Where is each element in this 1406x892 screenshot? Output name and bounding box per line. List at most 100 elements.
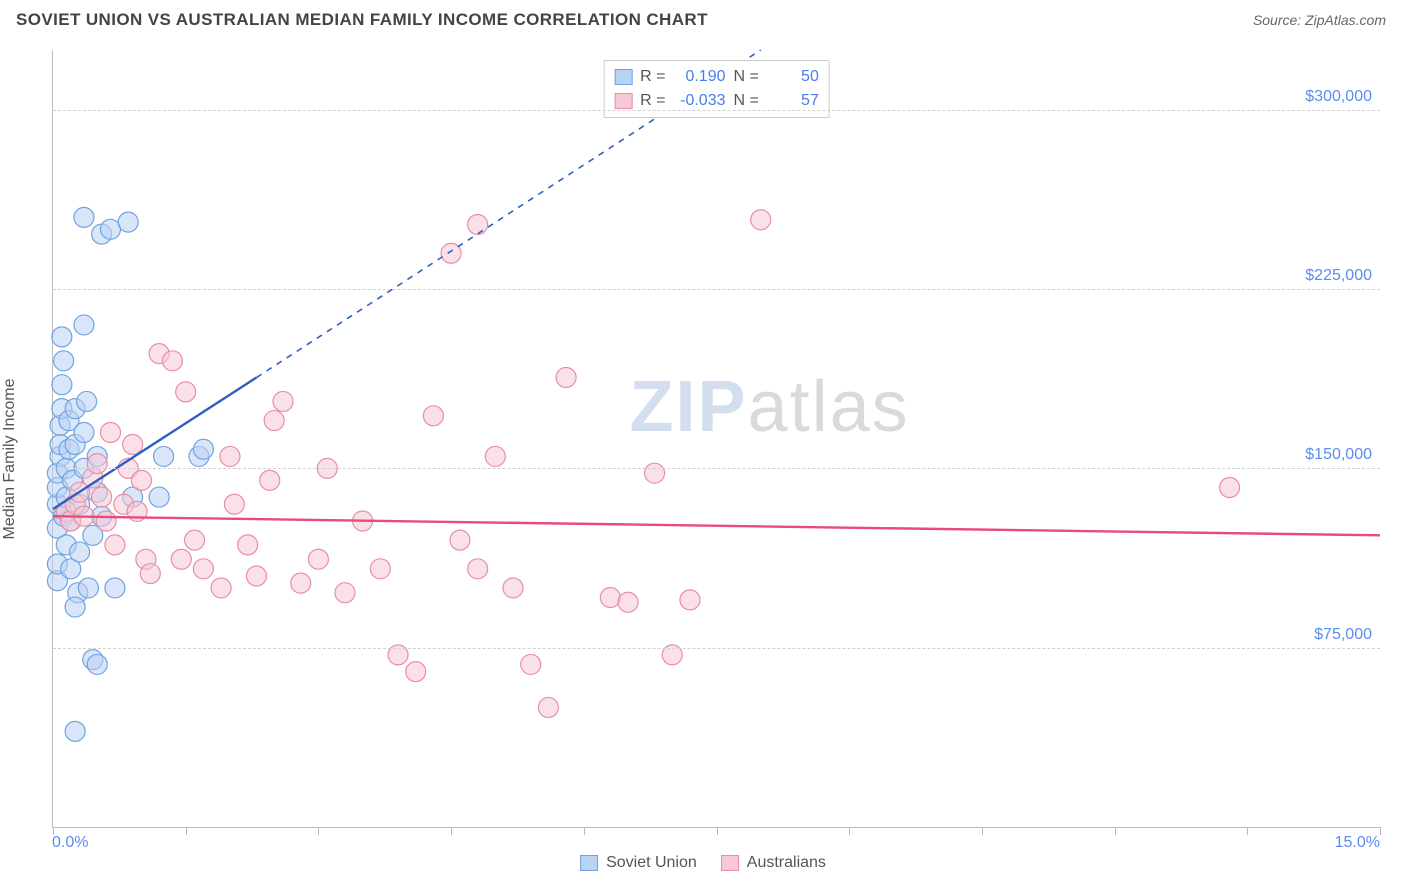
data-point bbox=[118, 212, 138, 232]
data-point bbox=[140, 564, 160, 584]
y-tick-label: $75,000 bbox=[1314, 626, 1372, 644]
stats-swatch-0 bbox=[614, 69, 632, 85]
legend-swatch-0 bbox=[580, 855, 598, 871]
y-tick-label: $225,000 bbox=[1305, 267, 1372, 285]
gridline-h bbox=[53, 289, 1380, 290]
data-point bbox=[171, 549, 191, 569]
data-point bbox=[52, 375, 72, 395]
data-point bbox=[224, 494, 244, 514]
data-point bbox=[176, 382, 196, 402]
data-point bbox=[751, 210, 771, 230]
data-point bbox=[468, 559, 488, 579]
gridline-h bbox=[53, 110, 1380, 111]
x-tick bbox=[1115, 827, 1116, 835]
data-point bbox=[618, 592, 638, 612]
stats-swatch-1 bbox=[614, 93, 632, 109]
data-point bbox=[65, 597, 85, 617]
chart-container: Median Family Income ZIPatlas R = 0.190 … bbox=[16, 42, 1390, 876]
stats-n-value-0: 50 bbox=[765, 65, 819, 89]
data-point bbox=[556, 368, 576, 388]
data-point bbox=[154, 446, 174, 466]
data-point bbox=[74, 315, 94, 335]
data-point bbox=[450, 530, 470, 550]
data-point bbox=[193, 439, 213, 459]
stats-r-value-0: 0.190 bbox=[672, 65, 726, 89]
stats-r-label-0: R = bbox=[640, 65, 665, 89]
data-point bbox=[92, 487, 112, 507]
data-point bbox=[87, 654, 107, 674]
data-point bbox=[96, 511, 116, 531]
data-point bbox=[74, 423, 94, 443]
data-point bbox=[246, 566, 266, 586]
data-point bbox=[335, 583, 355, 603]
scatter-svg bbox=[53, 50, 1380, 827]
chart-header: SOVIET UNION VS AUSTRALIAN MEDIAN FAMILY… bbox=[0, 0, 1406, 36]
data-point bbox=[273, 391, 293, 411]
data-point bbox=[78, 578, 98, 598]
data-point bbox=[264, 411, 284, 431]
data-point bbox=[370, 559, 390, 579]
x-tick bbox=[186, 827, 187, 835]
data-point bbox=[87, 454, 107, 474]
x-tick bbox=[1247, 827, 1248, 835]
data-point bbox=[52, 327, 72, 347]
x-axis-min-label: 0.0% bbox=[52, 834, 88, 852]
data-point bbox=[77, 391, 97, 411]
data-point bbox=[521, 654, 541, 674]
data-point bbox=[680, 590, 700, 610]
stats-n-label-0: N = bbox=[734, 65, 759, 89]
data-point bbox=[101, 219, 121, 239]
data-point bbox=[220, 446, 240, 466]
trend-line bbox=[53, 516, 1380, 535]
data-point bbox=[406, 662, 426, 682]
data-point bbox=[131, 470, 151, 490]
x-tick bbox=[849, 827, 850, 835]
data-point bbox=[105, 535, 125, 555]
data-point bbox=[423, 406, 443, 426]
x-tick bbox=[451, 827, 452, 835]
data-point bbox=[538, 697, 558, 717]
legend-item-0: Soviet Union bbox=[580, 854, 697, 872]
data-point bbox=[149, 487, 169, 507]
x-tick bbox=[318, 827, 319, 835]
data-point bbox=[211, 578, 231, 598]
x-tick bbox=[982, 827, 983, 835]
stats-row-series-0: R = 0.190 N = 50 bbox=[614, 65, 819, 89]
legend-label-0: Soviet Union bbox=[606, 854, 697, 872]
x-axis-max-label: 15.0% bbox=[1335, 834, 1380, 852]
legend-swatch-1 bbox=[721, 855, 739, 871]
data-point bbox=[260, 470, 280, 490]
gridline-h bbox=[53, 468, 1380, 469]
data-point bbox=[503, 578, 523, 598]
legend-label-1: Australians bbox=[747, 854, 826, 872]
data-point bbox=[193, 559, 213, 579]
data-point bbox=[238, 535, 258, 555]
chart-source: Source: ZipAtlas.com bbox=[1253, 12, 1386, 28]
data-point bbox=[162, 351, 182, 371]
y-tick-label: $300,000 bbox=[1305, 88, 1372, 106]
data-point bbox=[54, 351, 74, 371]
data-point bbox=[101, 423, 121, 443]
x-tick bbox=[717, 827, 718, 835]
legend-item-1: Australians bbox=[721, 854, 826, 872]
data-point bbox=[468, 215, 488, 235]
x-tick bbox=[1380, 827, 1381, 835]
legend: Soviet Union Australians bbox=[580, 854, 826, 872]
data-point bbox=[308, 549, 328, 569]
data-point bbox=[485, 446, 505, 466]
chart-title: SOVIET UNION VS AUSTRALIAN MEDIAN FAMILY… bbox=[16, 10, 708, 30]
y-tick-label: $150,000 bbox=[1305, 446, 1372, 464]
data-point bbox=[123, 434, 143, 454]
data-point bbox=[645, 463, 665, 483]
data-point bbox=[1220, 478, 1240, 498]
data-point bbox=[291, 573, 311, 593]
data-point bbox=[185, 530, 205, 550]
y-axis-label: Median Family Income bbox=[1, 379, 19, 540]
data-point bbox=[65, 721, 85, 741]
data-point bbox=[600, 587, 620, 607]
x-tick bbox=[584, 827, 585, 835]
gridline-h bbox=[53, 648, 1380, 649]
data-point bbox=[70, 542, 90, 562]
data-point bbox=[105, 578, 125, 598]
data-point bbox=[74, 207, 94, 227]
